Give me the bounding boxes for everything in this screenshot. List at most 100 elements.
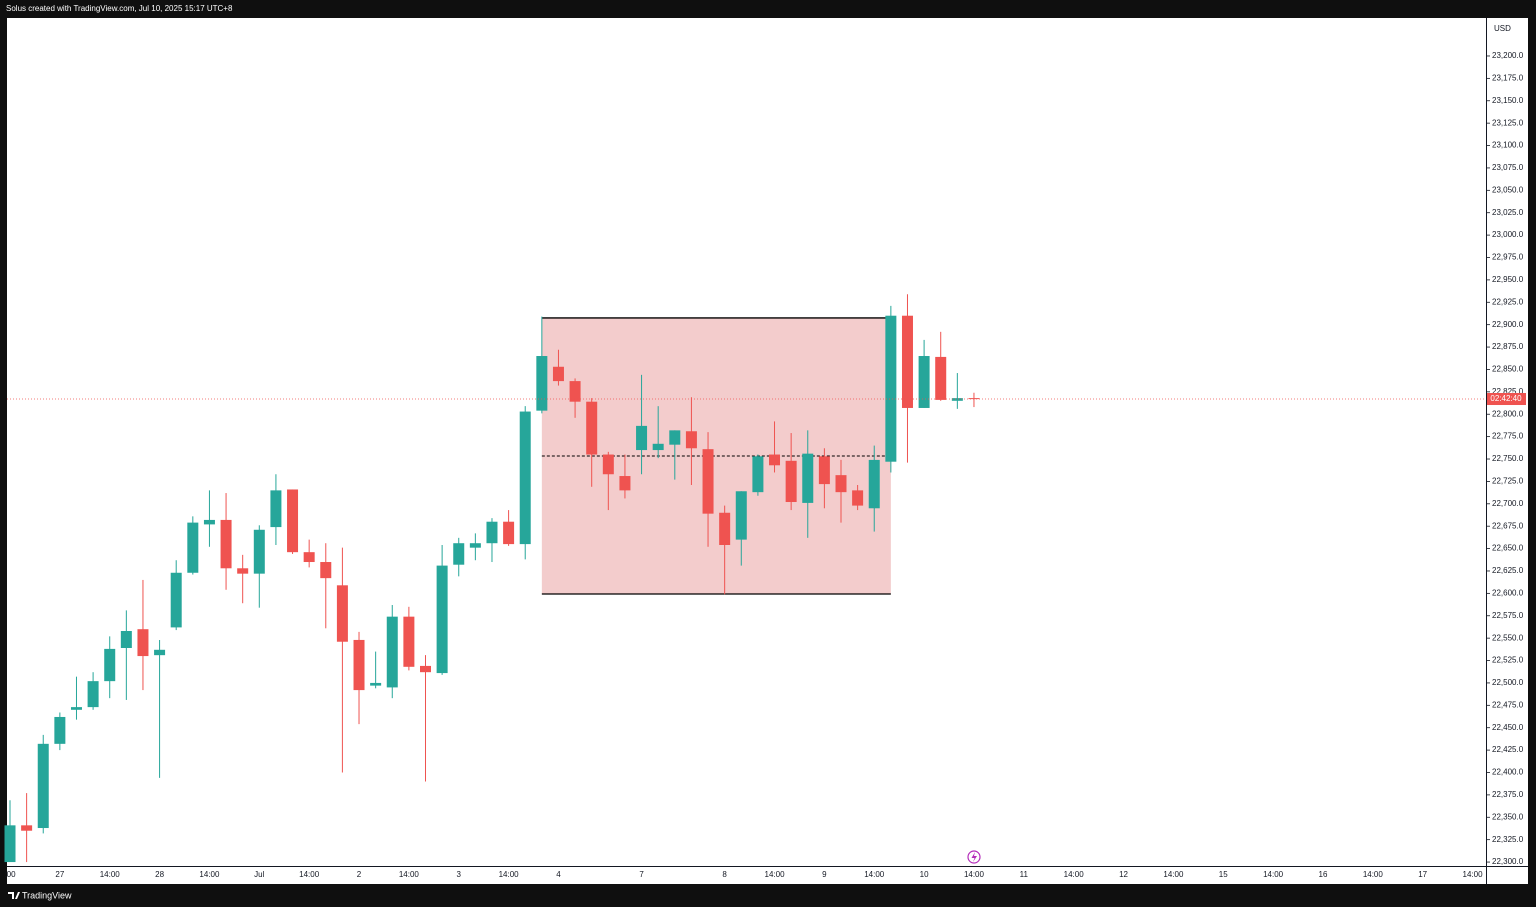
currency-label: USD (1494, 24, 1511, 33)
x-tick-label: 28 (155, 870, 164, 879)
candle-body (769, 454, 781, 466)
x-tick-label: 10 (920, 870, 929, 879)
candle-body (154, 649, 166, 656)
y-tick-label: 23,050.0 (1492, 185, 1524, 194)
candle-body (370, 682, 382, 686)
candle-body (436, 565, 448, 674)
candle-body (885, 315, 897, 462)
zone-layer (541, 317, 891, 595)
y-tick-label: 22,750.0 (1492, 454, 1524, 463)
candle-body (785, 460, 797, 503)
candle-body (220, 519, 232, 569)
candle-body (719, 512, 731, 545)
y-tick-label: 22,300.0 (1492, 857, 1524, 866)
header-text: Solus created with TradingView.com, Jul … (6, 4, 233, 13)
candle-body (602, 454, 614, 475)
x-tick-label: 14:00 (1263, 870, 1284, 879)
candle-body (237, 568, 249, 574)
candle-body (469, 543, 481, 548)
candle-body (87, 681, 99, 708)
x-tick-label: 14:00 (100, 870, 121, 879)
candle-body (586, 401, 598, 455)
candle-body (552, 366, 564, 382)
x-tick-label: 15 (1219, 870, 1228, 879)
y-tick-label: 22,550.0 (1492, 633, 1524, 642)
y-tick-label: 22,875.0 (1492, 342, 1524, 351)
candles (4, 294, 1486, 863)
x-tick-label: 14:00 (1463, 870, 1484, 879)
candle-body (802, 453, 814, 503)
y-tick-label: 22,900.0 (1492, 320, 1524, 329)
event-icon (967, 850, 981, 864)
x-tick-label: 8 (722, 870, 727, 879)
candle-body (253, 529, 265, 574)
x-tick-label: 14:00 (1064, 870, 1085, 879)
candle-body (303, 552, 315, 563)
candle-body (187, 522, 199, 573)
x-tick-label: 14:00 (765, 870, 786, 879)
candle-body (287, 489, 299, 553)
candle-body (519, 411, 531, 545)
x-tick-label: Jul (254, 870, 264, 879)
candle-body (21, 825, 33, 831)
candle-body (652, 443, 664, 451)
y-tick-label: 22,950.0 (1492, 275, 1524, 284)
y-tick-label: 22,775.0 (1492, 432, 1524, 441)
x-tick-label: 14:00 (1363, 870, 1384, 879)
candle-body (536, 356, 548, 411)
candle-body (818, 456, 830, 485)
axis-layer: 22,300.0 22,325.0 22,350.0 22,375.0 22,400.0… (4, 51, 1526, 879)
x-tick-label: 14:00 (199, 870, 220, 879)
y-tick-label: 22,800.0 (1492, 409, 1524, 418)
candle-body (569, 381, 581, 402)
candle-body (453, 543, 465, 565)
candle-body (702, 449, 714, 514)
candle-body (4, 825, 16, 863)
y-tick-label: 22,400.0 (1492, 768, 1524, 777)
x-tick-label: 9 (822, 870, 827, 879)
footer-logo: TradingView (8, 890, 72, 900)
y-tick-label: 22,425.0 (1492, 745, 1524, 754)
y-tick-label: 23,000.0 (1492, 230, 1524, 239)
candle-body (420, 665, 431, 673)
y-tick-label: 22,375.0 (1492, 790, 1524, 799)
candle-body (353, 639, 365, 691)
footer-text: TradingView (22, 890, 72, 900)
candle-body (203, 519, 215, 525)
x-tick-label: 3 (457, 870, 462, 879)
candle-body (403, 616, 415, 667)
y-tick-label: 23,125.0 (1492, 118, 1524, 127)
y-tick-label: 22,500.0 (1492, 678, 1524, 687)
candle-body (619, 476, 631, 491)
candle-body (386, 616, 398, 688)
candle-body (270, 490, 282, 528)
x-tick-label: 12 (1119, 870, 1128, 879)
candle-body (735, 491, 747, 540)
candle-body (951, 398, 963, 401)
y-tick-label: 22,825.0 (1492, 387, 1524, 396)
y-tick-label: 22,600.0 (1492, 588, 1524, 597)
x-tick-label: 14:00 (1163, 870, 1184, 879)
candle-body (54, 716, 66, 744)
y-tick-label: 22,850.0 (1492, 365, 1524, 374)
y-tick-label: 22,725.0 (1492, 477, 1524, 486)
x-tick-label: 27 (55, 870, 64, 879)
candle-body (636, 425, 648, 451)
candle-body (336, 585, 348, 642)
candle-body (868, 459, 880, 509)
y-tick-label: 22,325.0 (1492, 835, 1524, 844)
candle-body (37, 743, 49, 829)
x-tick-label: 2 (357, 870, 362, 879)
candle-body (918, 356, 930, 408)
x-tick-label: 17 (1418, 870, 1427, 879)
y-tick-label: 23,100.0 (1492, 141, 1524, 150)
x-tick-label: 14:00 (864, 870, 885, 879)
countdown-box (1487, 393, 1526, 406)
y-tick-label: 22,675.0 (1492, 521, 1524, 530)
candle-body (137, 629, 149, 657)
y-tick-label: 22,650.0 (1492, 544, 1524, 553)
x-tick-label: 11 (1020, 870, 1029, 879)
y-tick-label: 23,175.0 (1492, 73, 1524, 82)
